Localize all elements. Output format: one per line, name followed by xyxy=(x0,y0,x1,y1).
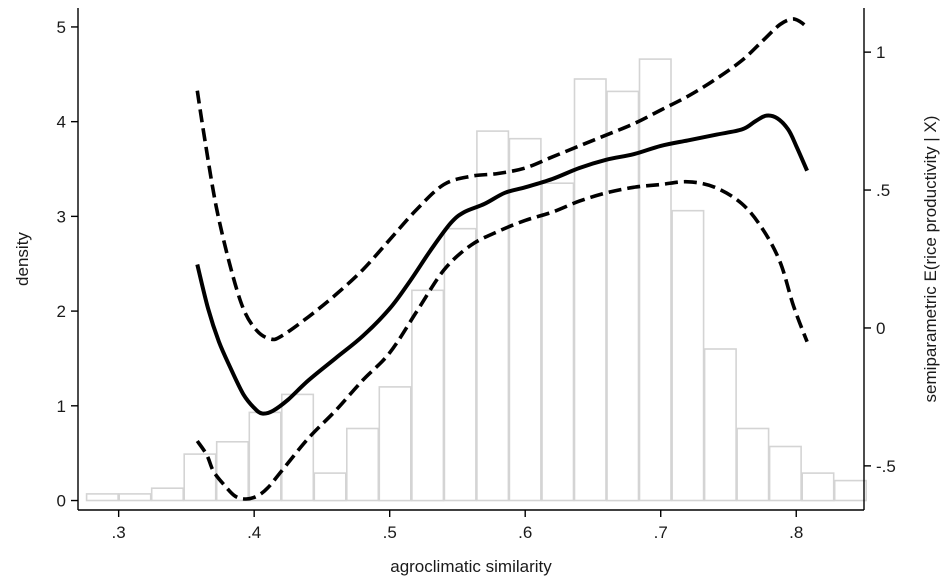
left-y-tick-label-1: 0 xyxy=(57,492,66,511)
histogram-bar-15 xyxy=(541,182,575,502)
histogram-bar-14 xyxy=(508,137,542,502)
histogram-bar-2 xyxy=(118,493,152,502)
right-y-tick-label-3: .5 xyxy=(876,181,890,200)
series-lines xyxy=(195,17,809,501)
histogram-bar-19 xyxy=(671,209,705,502)
left-y-axis-title: density xyxy=(13,232,32,286)
right-y-tick-label-2: 0 xyxy=(876,319,885,338)
x-tick-label-6: .8 xyxy=(789,523,803,542)
histogram-bar-8 xyxy=(313,472,347,502)
histogram-bar-9 xyxy=(345,427,380,502)
histogram-bar-22 xyxy=(768,445,802,502)
left-y-tick-label-5: 4 xyxy=(57,113,66,132)
x-tick-label-1: .3 xyxy=(112,523,126,542)
histogram-bar-5 xyxy=(215,440,249,502)
histogram-bar-18 xyxy=(638,58,672,502)
right-y-axis-title: semiparametric E(rice productivity | X) xyxy=(921,116,940,403)
right-y-tick-label-1: -.5 xyxy=(876,457,896,476)
histogram-bar-23 xyxy=(801,472,835,502)
histogram-bar-12 xyxy=(443,227,477,502)
estimate-line xyxy=(195,113,809,416)
histogram-bar-11 xyxy=(411,289,445,502)
histogram-bar-20 xyxy=(703,348,737,502)
right-y-tick-label-4: 1 xyxy=(876,43,885,62)
x-tick-label-5: .7 xyxy=(654,523,668,542)
x-tick-label-2: .4 xyxy=(247,523,261,542)
x-tick-label-4: .6 xyxy=(518,523,532,542)
histogram-bar-3 xyxy=(150,487,184,502)
histogram-bar-10 xyxy=(378,386,412,502)
histogram-bar-21 xyxy=(736,427,770,502)
left-y-tick-label-2: 1 xyxy=(57,397,66,416)
left-y-axis-ticks: 0 1 2 3 4 5 xyxy=(57,18,78,511)
histogram-bar-24 xyxy=(833,479,868,502)
upper-band-line xyxy=(195,17,809,342)
lower-band-line xyxy=(195,179,809,501)
histogram-bar-6 xyxy=(248,411,282,502)
left-y-tick-label-4: 3 xyxy=(57,207,66,226)
histogram-bar-13 xyxy=(476,130,510,502)
histogram-bar-1 xyxy=(85,493,119,502)
histogram-bar-16 xyxy=(573,78,607,502)
right-y-axis-ticks: -.5 0 .5 1 xyxy=(864,43,896,476)
histogram-bars xyxy=(85,58,868,502)
histogram-bar-7 xyxy=(280,393,315,502)
x-tick-label-3: .5 xyxy=(383,523,397,542)
left-y-tick-label-3: 2 xyxy=(57,302,66,321)
x-axis-ticks: .3 .4 .5 .6 .7 .8 xyxy=(112,510,803,542)
left-y-tick-label-6: 5 xyxy=(57,18,66,37)
x-axis-title: agroclimatic similarity xyxy=(390,557,552,576)
